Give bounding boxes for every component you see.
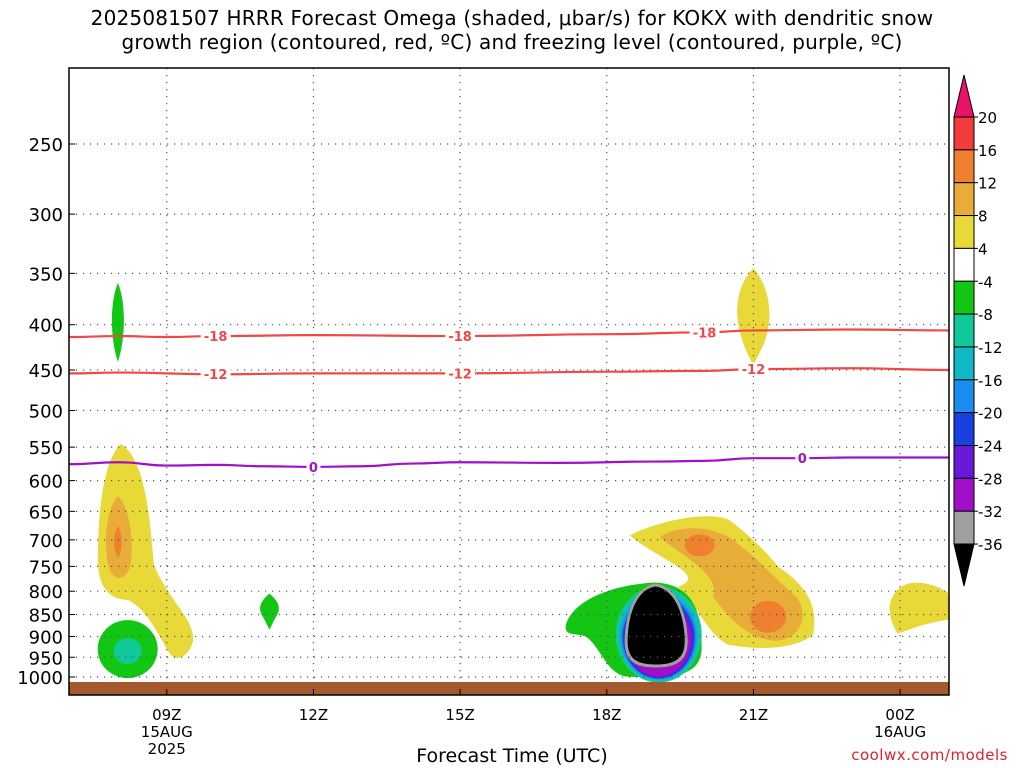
colorbar-box-9 (953, 379, 975, 414)
contour-label-bg--18 (445, 329, 476, 344)
x-tick-date: 15AUG (141, 723, 193, 741)
y-tick-label-550: 550 (29, 438, 63, 459)
colorbar-arrow-bottom (953, 543, 975, 587)
contour-label-bg--18 (689, 325, 720, 340)
contour-label-bg--12 (445, 366, 476, 381)
colorbar-label--16: -16 (978, 372, 1003, 390)
colorbar-box-1 (953, 116, 975, 151)
contour-label-bg-0 (306, 459, 321, 474)
title-line-1: 2025081507 HRRR Forecast Omega (shaded, … (90, 6, 934, 30)
y-tick-label-250: 250 (29, 135, 63, 156)
colorbar-box-7 (953, 313, 975, 348)
omega-sink-far-right (889, 582, 949, 634)
colorbar-box-6 (953, 280, 975, 315)
colorbar-box-13 (953, 510, 975, 545)
contour-line--12 (68, 367, 950, 376)
colorbar-box-5 (953, 247, 975, 282)
omega-ascent-low-left-core (113, 638, 142, 665)
contour-layer: -18 -18 -18 -12 -12 -12 0 0 (68, 325, 950, 476)
colorbar-label--8: -8 (978, 306, 993, 324)
x-tick-label-18Z: 18Z (592, 706, 621, 724)
y-tick-label-400: 400 (29, 316, 63, 337)
colorbar-label-20: 20 (978, 109, 997, 127)
ground-surface (69, 682, 949, 695)
y-tick-label-850: 850 (29, 606, 63, 627)
omega-ascent-small (260, 593, 279, 630)
y-tick-label-950: 950 (29, 648, 63, 669)
colorbar-label--12: -12 (978, 339, 1003, 357)
colorbar-box-8 (953, 346, 975, 381)
plot-frame (68, 67, 950, 696)
contour-label--18: -18 (204, 330, 228, 345)
colorbar-box-3 (953, 182, 975, 217)
colorbar-label--4: -4 (978, 273, 993, 291)
colorbar-label--24: -24 (978, 438, 1003, 456)
contour-label-bg--18 (200, 329, 231, 344)
x-tick-label-12Z: 12Z (299, 706, 328, 724)
x-tick-label-15Z: 15Z (445, 706, 474, 724)
y-tick-label-800: 800 (29, 582, 63, 603)
contour-label-bg-0 (795, 451, 810, 466)
grid-layer (69, 68, 949, 695)
colorbar: 20 16 12 8 4 -4 -8 -12 -16 -20 -24 -28 -32 -36 (953, 74, 1003, 587)
y-tick-label-650: 650 (29, 502, 63, 523)
x-tick-label-00Z: 00Z (885, 706, 914, 724)
colorbar-label-12: 12 (978, 175, 997, 193)
omega-sink-peak-b (750, 600, 787, 633)
contour-label-bg--12 (200, 367, 231, 382)
colorbar-label-16: 16 (978, 142, 997, 160)
colorbar-box-10 (953, 412, 975, 446)
colorbar-label-8: 8 (978, 208, 988, 226)
credit-text: coolwx.com/models (851, 746, 1008, 764)
omega-shading-layer (97, 267, 949, 683)
y-tick-label-350: 350 (29, 264, 63, 285)
colorbar-arrow-top (953, 74, 975, 118)
colorbar-box-4 (953, 215, 975, 249)
x-tick-year: 2025 (148, 740, 186, 758)
omega-sink-plume-left (97, 443, 194, 658)
y-tick-label-450: 450 (29, 361, 63, 382)
contour-label--12: -12 (448, 367, 472, 382)
colorbar-label--20: -20 (978, 405, 1003, 423)
y-tick-label-900: 900 (29, 627, 63, 648)
y-tick-label-600: 600 (29, 472, 63, 493)
y-tick-label-1000: 1000 (17, 668, 63, 689)
contour-line-0 (68, 456, 949, 469)
title-line-2: growth region (contoured, red, ºC) and f… (121, 30, 903, 54)
colorbar-label--32: -32 (978, 503, 1003, 521)
contour-label--12: -12 (742, 363, 766, 378)
x-axis-label: Forecast Time (UTC) (416, 745, 608, 767)
omega-shapes (97, 267, 949, 683)
colorbar-box-12 (953, 477, 975, 512)
axes-layer: 2503003504004505005506006507007508008509… (17, 135, 926, 758)
contour-label-0: 0 (309, 461, 318, 476)
y-tick-label-500: 500 (29, 402, 63, 423)
omega-sink-peak-left (114, 525, 122, 558)
contour-label--18: -18 (693, 326, 717, 341)
colorbar-box-11 (953, 445, 975, 479)
y-tick-label-300: 300 (29, 205, 63, 226)
x-tick-label-21Z: 21Z (739, 706, 768, 724)
colorbar-box-2 (953, 149, 975, 184)
omega-sink-upper-right (737, 267, 770, 365)
y-tick-label-700: 700 (29, 531, 63, 552)
contour-label-bg--12 (738, 362, 769, 377)
colorbar-label-4: 4 (978, 240, 988, 258)
colorbar-label--28: -28 (978, 470, 1003, 488)
contour-line--18 (68, 328, 950, 339)
y-tick-label-750: 750 (29, 557, 63, 578)
omega-sink-peak-a (684, 534, 715, 557)
colorbar-label--36: -36 (978, 536, 1003, 554)
contour-label--12: -12 (204, 368, 228, 383)
x-tick-date: 16AUG (874, 723, 926, 741)
omega-ascent-upper (111, 282, 124, 362)
contour-label--18: -18 (448, 330, 472, 345)
chart-title: 2025081507 HRRR Forecast Omega (shaded, … (0, 6, 1024, 54)
contour-label-0: 0 (798, 452, 807, 467)
omega-ascent-core (627, 586, 685, 665)
x-tick-label-09Z: 09Z (152, 706, 181, 724)
